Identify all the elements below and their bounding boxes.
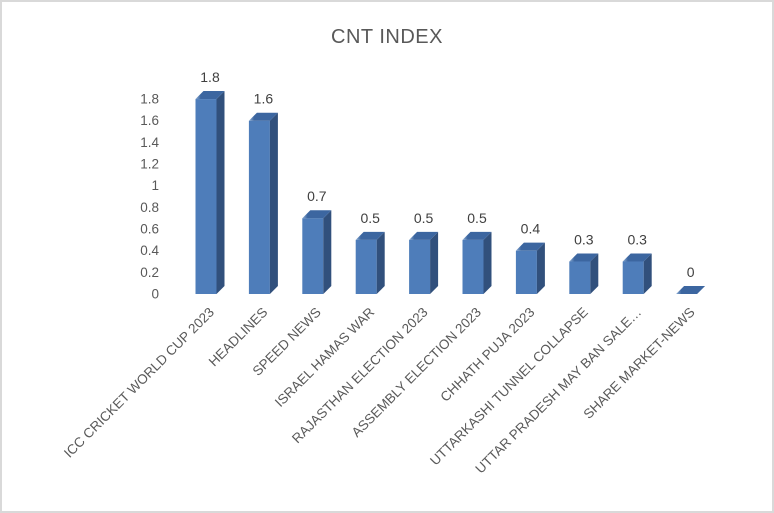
bar-side-face <box>590 253 599 294</box>
category-label: ICC CRICKET WORLD CUP 2023 <box>61 305 217 461</box>
y-tick-label: 1.2 <box>140 157 159 172</box>
bar[interactable] <box>622 253 652 294</box>
bar-side-face <box>643 253 652 294</box>
category-label: CHHATH PUJA 2023 <box>437 305 537 405</box>
bar[interactable] <box>676 286 706 294</box>
bar-top-face <box>302 210 332 219</box>
y-tick-label: 1.8 <box>140 92 159 107</box>
bar-front-face <box>355 239 377 294</box>
bar[interactable] <box>569 253 599 294</box>
chart-title: CNT INDEX <box>331 26 443 48</box>
bar[interactable] <box>248 112 278 294</box>
bar-front-face <box>302 218 324 294</box>
category-label: SHARE MARKET-NEWS <box>580 305 697 422</box>
y-tick-label: 0 <box>151 287 159 302</box>
y-axis: 0 0.2 0.4 0.6 0.8 1 1.2 1.4 1.6 1.8 <box>140 92 159 302</box>
y-tick-label: 1 <box>151 178 159 193</box>
bar-top-face <box>248 112 278 121</box>
bar[interactable] <box>462 231 492 294</box>
bar-side-face <box>269 112 278 294</box>
bar-front-face <box>462 239 484 294</box>
y-tick-label: 0.6 <box>140 222 159 237</box>
bar-front-face <box>409 239 431 294</box>
bar-value-label: 0.3 <box>574 232 594 248</box>
bar-side-face <box>216 91 225 294</box>
bar-front-face <box>622 261 644 294</box>
bar-value-label: 0 <box>687 264 695 280</box>
bar-value-label: 1.8 <box>200 69 220 85</box>
bar[interactable] <box>515 242 545 294</box>
bar[interactable] <box>195 91 225 294</box>
category-label: ISRAEL HAMAS WAR <box>272 304 378 410</box>
bar-side-face <box>323 210 332 294</box>
y-tick-label: 0.2 <box>140 265 159 280</box>
bar-value-label: 0.7 <box>307 188 327 204</box>
bar-front-face <box>569 261 591 294</box>
bar-value-label: 1.6 <box>254 91 274 107</box>
bar-front-face <box>195 99 217 294</box>
bar-front-face <box>515 250 537 294</box>
bar[interactable] <box>302 210 332 294</box>
bar-side-face <box>483 231 492 294</box>
y-tick-label: 1.6 <box>140 113 159 128</box>
y-tick-label: 1.4 <box>140 135 159 150</box>
bar-top-face <box>355 231 385 240</box>
bar-top-face <box>676 286 706 294</box>
bar-value-label: 0.5 <box>414 210 434 226</box>
bar-top-face <box>462 231 492 240</box>
bar-side-face <box>430 231 439 294</box>
bar-top-face <box>569 253 599 262</box>
bar-top-face <box>409 231 439 240</box>
bar[interactable] <box>355 231 385 294</box>
bar-value-label: 0.5 <box>360 210 380 226</box>
bar[interactable] <box>409 231 439 294</box>
bar-top-face <box>622 253 652 262</box>
y-tick-label: 0.4 <box>140 243 159 258</box>
bar-front-face <box>248 120 270 294</box>
bar-side-face <box>376 231 385 294</box>
bar-value-label: 0.4 <box>521 221 541 237</box>
bar-top-face <box>515 242 545 251</box>
bar-value-label: 0.5 <box>467 210 487 226</box>
bar-side-face <box>536 242 545 294</box>
bar-top-face <box>195 91 225 100</box>
bar-value-label: 0.3 <box>627 232 647 248</box>
y-tick-label: 0.8 <box>140 200 159 215</box>
